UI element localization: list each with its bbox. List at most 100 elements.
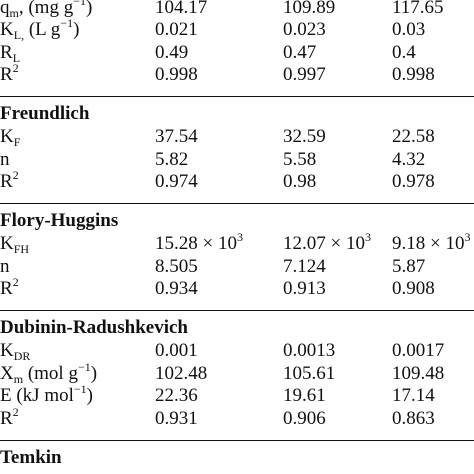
value-cell: 0.934: [155, 278, 198, 299]
subscript: L,: [13, 28, 25, 42]
section-heading: Freundlich: [0, 103, 90, 124]
value-cell: 0.998: [155, 64, 198, 85]
row-label: RL: [0, 42, 20, 64]
section-rule: [0, 203, 474, 204]
value-cell: 22.36: [155, 385, 198, 406]
value-cell: 0.4: [392, 41, 416, 63]
value-cell: 117.65: [392, 0, 444, 18]
text-run: ): [73, 19, 80, 40]
row-label: E (kJ mol−1): [0, 382, 93, 407]
section-heading: Dubinin-Radushkevich: [0, 317, 188, 338]
text-run: R: [0, 278, 13, 299]
value-cell: 19.61: [283, 385, 326, 406]
row-label: qm, (mg g−1): [0, 0, 92, 19]
value-cell: 0.863: [392, 407, 435, 429]
value-cell: 0.974: [155, 171, 198, 192]
section-heading: Temkin: [0, 446, 62, 468]
subscript: m: [9, 5, 19, 20]
text-run: ): [90, 362, 98, 384]
value-cell: 12.07 × 103: [283, 230, 371, 255]
value-cell: 0.0017: [392, 340, 445, 361]
row-label: R2: [0, 168, 19, 193]
row-label: n: [0, 256, 10, 278]
section-heading: Flory-Huggins: [0, 210, 119, 231]
subscript: F: [13, 135, 21, 149]
value-cell: 102.48: [155, 362, 208, 384]
subscript: m: [13, 371, 24, 386]
value-cell: 0.931: [155, 407, 198, 429]
value-cell: 0.978: [392, 171, 435, 192]
value-cell: 4.32: [392, 148, 426, 170]
value-cell: 0.49: [155, 41, 189, 63]
section-rule: [0, 96, 474, 97]
supscript: −1: [77, 359, 91, 374]
row-label: R2: [0, 404, 19, 430]
text-run: R: [0, 64, 13, 85]
text-run: X: [0, 362, 14, 384]
value-cell: 0.913: [283, 278, 326, 299]
text-run: K: [0, 340, 14, 361]
supscript: −1: [73, 0, 86, 8]
value-cell: 109.48: [392, 362, 445, 384]
text-run: 9.18 × 10: [392, 233, 465, 254]
row-label: KF: [0, 126, 20, 148]
text-run: R: [0, 407, 13, 429]
value-cell: 9.18 × 103: [392, 231, 470, 255]
subscript: DR: [13, 349, 31, 363]
value-cell: 22.58: [392, 126, 435, 147]
text-run: R: [0, 171, 13, 192]
supscript: 2: [12, 61, 19, 75]
value-cell: 0.997: [283, 64, 326, 85]
text-run: ): [86, 385, 93, 406]
value-cell: 0.908: [392, 278, 435, 299]
text-run: (L g: [24, 19, 61, 40]
row-label: R2: [0, 61, 19, 86]
value-cell: 0.0013: [283, 340, 336, 361]
value-cell: 109.89: [283, 0, 336, 18]
text-run: ): [85, 0, 93, 18]
text-run: E (kJ mol: [0, 385, 74, 406]
text-run: , (mg g: [18, 0, 74, 18]
value-cell: 0.998: [392, 64, 435, 85]
value-cell: 0.023: [283, 19, 326, 40]
supscript: 3: [364, 230, 371, 244]
row-label: KFH: [0, 233, 29, 255]
supscript: −1: [60, 16, 74, 30]
text-run: q: [0, 0, 10, 18]
supscript: 2: [12, 168, 19, 182]
supscript: 3: [236, 230, 243, 244]
row-label: KDR: [0, 340, 30, 362]
supscript: 2: [12, 275, 19, 289]
value-cell: 15.28 × 103: [155, 230, 243, 255]
value-cell: 7.124: [283, 255, 326, 277]
value-cell: 0.001: [155, 340, 198, 361]
supscript: −1: [73, 382, 87, 396]
value-cell: 0.03: [392, 19, 426, 40]
value-cell: 17.14: [392, 385, 435, 406]
text-run: 12.07 × 10: [283, 233, 365, 254]
row-label: KL, (L g−1): [0, 16, 80, 42]
section-rule: [0, 310, 474, 311]
value-cell: 37.54: [155, 126, 198, 147]
value-cell: 0.47: [283, 41, 317, 63]
text-run: K: [0, 233, 14, 254]
row-label: n: [0, 149, 10, 171]
value-cell: 0.021: [155, 19, 198, 40]
value-cell: 104.17: [155, 0, 208, 18]
text-run: R: [0, 41, 13, 63]
value-cell: 32.59: [283, 126, 326, 147]
row-label: Xm (mol g−1): [0, 359, 98, 386]
value-cell: 5.82: [155, 148, 189, 170]
value-cell: 0.906: [283, 407, 326, 429]
value-cell: 5.58: [283, 148, 317, 170]
text-run: 15.28 × 10: [155, 233, 237, 254]
text-run: n: [0, 148, 10, 170]
text-run: n: [0, 255, 10, 277]
value-cell: 8.505: [155, 255, 198, 277]
value-cell: 105.61: [283, 362, 336, 384]
value-cell: 5.87: [392, 255, 426, 277]
row-label: R2: [0, 275, 19, 300]
section-rule: [0, 439, 474, 441]
supscript: 2: [12, 404, 19, 419]
